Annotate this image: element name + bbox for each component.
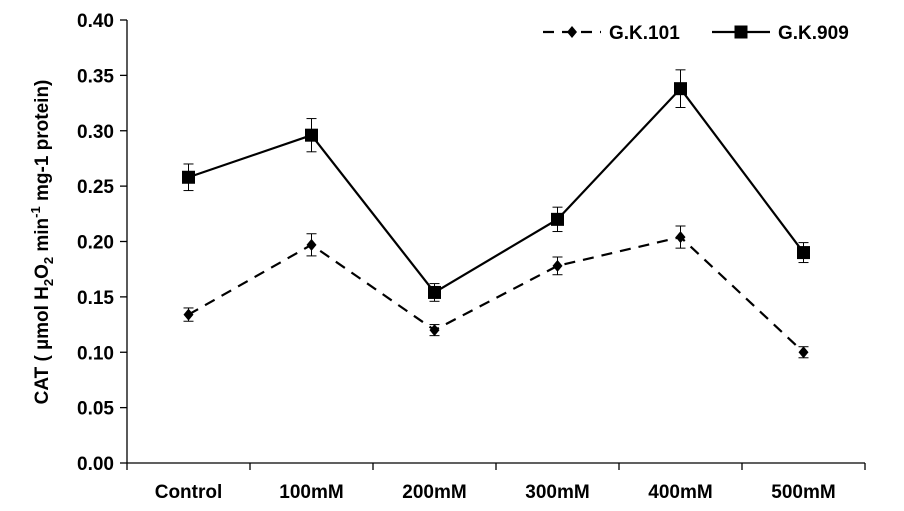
data-point	[184, 309, 194, 321]
y-label-part: -1	[28, 206, 43, 218]
y-label-part: min	[32, 218, 53, 257]
legend-label: G.K.101	[609, 23, 680, 44]
y-tick-label: 0.05	[77, 399, 114, 420]
y-tick-label: 0.00	[77, 454, 114, 475]
data-point	[307, 239, 317, 251]
x-axis: Control 100mM 200mM 300mM 400mM 500mM	[127, 463, 865, 503]
y-tick-label: 0.10	[77, 343, 114, 364]
y-label-part: CAT ( µmol H	[32, 286, 53, 404]
x-tick-label: Control	[155, 482, 223, 503]
data-point	[430, 324, 440, 336]
data-point	[428, 286, 441, 299]
line-chart: 0.00 0.05 0.10 0.15 0.20 0.25 0.30 0.35 0.40 Con…	[0, 0, 904, 511]
legend: G.K.101 G.K.909	[543, 23, 849, 44]
x-tick-label: 100mM	[279, 482, 343, 503]
legend-label: G.K.909	[778, 23, 849, 44]
series-line	[189, 89, 804, 293]
y-label-part: 2	[41, 257, 56, 264]
data-point	[797, 246, 810, 259]
data-point	[551, 213, 564, 226]
y-label-part: O	[32, 264, 53, 279]
legend-marker	[735, 26, 748, 39]
y-tick-label: 0.35	[77, 66, 114, 87]
data-point	[182, 171, 195, 184]
y-tick-label: 0.25	[77, 177, 114, 198]
series-g-k-909	[182, 70, 810, 301]
x-tick-label: 200mM	[402, 482, 466, 503]
data-point	[799, 346, 809, 358]
legend-item: G.K.101	[543, 23, 680, 44]
y-label-part: 2	[41, 279, 56, 286]
series-g-k-101	[184, 226, 809, 358]
series-layer	[182, 70, 810, 358]
y-tick-label: 0.40	[77, 11, 114, 32]
y-label-part: mg-1 protein)	[32, 80, 53, 207]
x-tick-label: 300mM	[525, 482, 589, 503]
series-line	[189, 237, 804, 352]
data-point	[553, 260, 563, 272]
legend-marker	[567, 26, 577, 38]
y-axis-label: CAT ( µmol H2O2 min-1 mg-1 protein)	[28, 80, 56, 405]
data-point	[674, 82, 687, 95]
y-tick-label: 0.15	[77, 288, 114, 309]
y-tick-label: 0.20	[77, 233, 114, 254]
data-point	[305, 129, 318, 142]
x-tick-label: 400mM	[648, 482, 712, 503]
y-axis: 0.00 0.05 0.10 0.15 0.20 0.25 0.30 0.35 0.40	[77, 11, 127, 475]
y-tick-label: 0.30	[77, 122, 114, 143]
x-tick-label: 500mM	[771, 482, 835, 503]
legend-item: G.K.909	[712, 23, 849, 44]
